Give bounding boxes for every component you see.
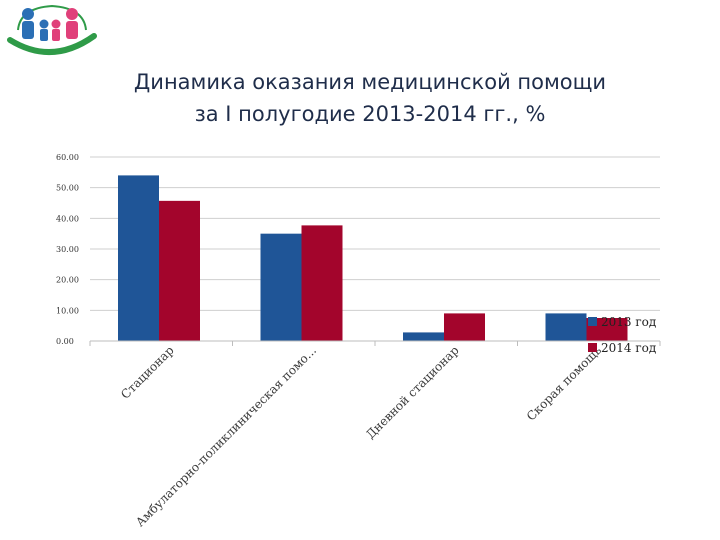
bar-2013 — [545, 313, 587, 341]
legend-label: 2013 год — [601, 315, 656, 329]
bar-2014 — [301, 225, 343, 341]
legend-swatch — [588, 317, 597, 326]
bar-2013 — [403, 332, 444, 341]
y-tick-label: 20.00 — [56, 276, 79, 285]
family-logo-icon — [7, 4, 97, 55]
x-category-label: Дневной стационар — [363, 343, 461, 441]
bar-2013 — [118, 175, 159, 341]
y-tick-label: 30.00 — [56, 245, 79, 254]
legend-swatch — [588, 343, 597, 352]
y-tick-label: 10.00 — [56, 306, 79, 315]
chart-title: Динамика оказания медицинской помощи за … — [60, 66, 680, 130]
y-tick-label: 40.00 — [56, 214, 79, 223]
y-tick-label: 60.00 — [56, 153, 79, 162]
chart-title-line-2: за I полугодие 2013-2014 гг., % — [194, 102, 546, 126]
x-category-label: Амбулаторно-поликлиническая помо... — [133, 343, 319, 529]
bar-2014 — [159, 200, 200, 341]
bar-2013 — [260, 233, 302, 341]
legend: 2013 год 2014 год — [588, 315, 656, 355]
axes — [89, 340, 661, 346]
bars — [118, 175, 628, 341]
bar-2014 — [444, 313, 485, 341]
legend-label: 2014 год — [601, 341, 656, 355]
x-category-label: Стационар — [118, 343, 177, 402]
y-tick-label: 0.00 — [56, 337, 74, 346]
y-tick-label: 50.00 — [56, 184, 79, 193]
chart-title-line-1: Динамика оказания медицинской помощи — [133, 70, 607, 94]
x-category-label: Скорая помощь — [524, 343, 605, 424]
